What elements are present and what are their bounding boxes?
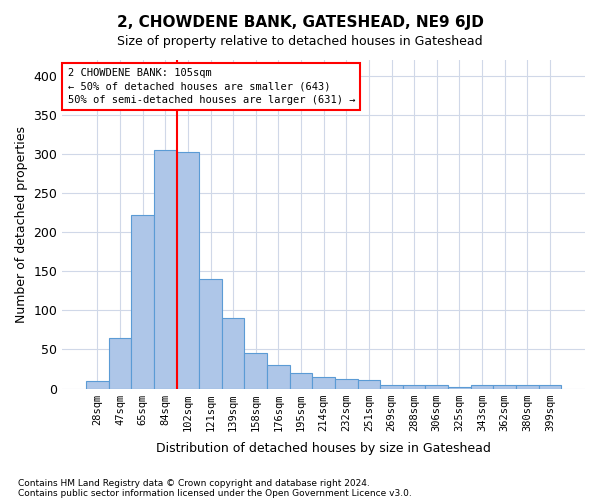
- Bar: [176, 152, 199, 388]
- Bar: [335, 379, 358, 388]
- X-axis label: Distribution of detached houses by size in Gateshead: Distribution of detached houses by size …: [156, 442, 491, 455]
- Bar: [222, 318, 244, 388]
- Bar: [313, 377, 335, 388]
- Bar: [358, 380, 380, 388]
- Bar: [471, 384, 493, 388]
- Text: Size of property relative to detached houses in Gateshead: Size of property relative to detached ho…: [117, 35, 483, 48]
- Text: Contains public sector information licensed under the Open Government Licence v3: Contains public sector information licen…: [18, 488, 412, 498]
- Bar: [131, 215, 154, 388]
- Bar: [516, 384, 539, 388]
- Bar: [539, 384, 561, 388]
- Bar: [493, 386, 516, 388]
- Bar: [267, 365, 290, 388]
- Bar: [380, 384, 403, 388]
- Bar: [425, 386, 448, 388]
- Bar: [109, 338, 131, 388]
- Y-axis label: Number of detached properties: Number of detached properties: [15, 126, 28, 323]
- Text: Contains HM Land Registry data © Crown copyright and database right 2024.: Contains HM Land Registry data © Crown c…: [18, 478, 370, 488]
- Bar: [290, 373, 313, 388]
- Bar: [154, 150, 176, 388]
- Text: 2 CHOWDENE BANK: 105sqm
← 50% of detached houses are smaller (643)
50% of semi-d: 2 CHOWDENE BANK: 105sqm ← 50% of detache…: [68, 68, 355, 104]
- Bar: [86, 380, 109, 388]
- Bar: [244, 352, 267, 388]
- Bar: [403, 384, 425, 388]
- Text: 2, CHOWDENE BANK, GATESHEAD, NE9 6JD: 2, CHOWDENE BANK, GATESHEAD, NE9 6JD: [116, 15, 484, 30]
- Bar: [199, 279, 222, 388]
- Bar: [448, 387, 471, 388]
